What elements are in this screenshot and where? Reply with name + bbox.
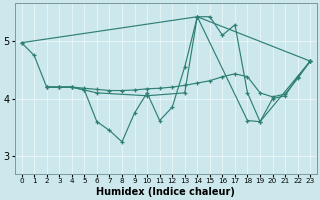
X-axis label: Humidex (Indice chaleur): Humidex (Indice chaleur)	[96, 187, 235, 197]
